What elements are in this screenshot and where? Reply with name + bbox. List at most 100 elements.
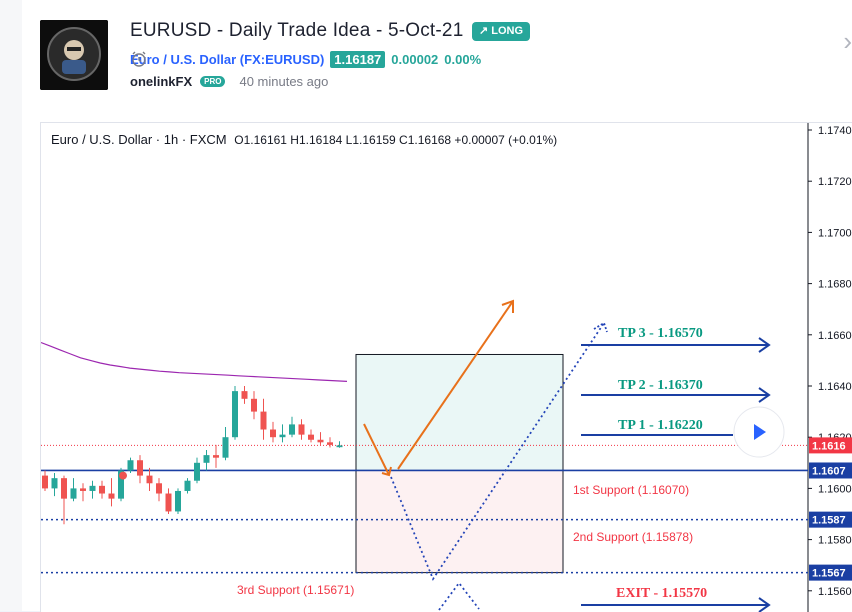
candle (165, 488, 172, 514)
candle (42, 470, 48, 491)
tp3-label: TP 3 - 1.16570 (618, 326, 703, 341)
candle-body (127, 460, 134, 471)
price-tag-label: 1.1567 (812, 568, 846, 580)
candle (156, 478, 162, 502)
candle (203, 450, 210, 471)
candle (251, 391, 257, 420)
loss-zone (355, 469, 564, 574)
candle-body (99, 485, 105, 494)
drawings (119, 299, 608, 611)
tp2-arrow-head (758, 387, 771, 403)
candle (108, 478, 115, 507)
candle-body (146, 475, 153, 484)
projection-path (390, 322, 605, 581)
candle-body (336, 445, 343, 448)
idea-title[interactable]: EURUSD - Daily Trade Idea - 5-Oct-21 (130, 20, 464, 41)
price-tick-label: 1.16800 (818, 279, 852, 291)
price-tag (809, 511, 852, 528)
candle (241, 386, 248, 404)
play-button[interactable] (733, 406, 785, 458)
support1-label: 1st Support (1.16070) (573, 483, 689, 497)
candle-body (222, 437, 229, 458)
candle (317, 432, 324, 445)
legend-exchange: FXCM (189, 132, 227, 147)
support3-label: 3rd Support (1.15671) (237, 583, 354, 597)
chart-canvas[interactable]: TP 3 - 1.16570 TP 2 - 1.16370 TP 1 - 1.162… (41, 123, 852, 612)
posted-time: 40 minutes ago (239, 74, 329, 89)
candle-body (194, 462, 200, 481)
candle (232, 386, 238, 440)
candle-body (61, 478, 67, 499)
price-tick-label: 1.16000 (818, 483, 852, 495)
candle-body (289, 424, 295, 435)
candle (61, 475, 67, 525)
candle-body (42, 475, 48, 489)
arrow-up-right-icon: ↗ (479, 25, 489, 37)
up-arrow-head (501, 299, 514, 313)
support-lines (41, 444, 808, 574)
play-icon (754, 424, 766, 440)
tp1-label: TP 1 - 1.16220 (618, 418, 703, 433)
candle (336, 441, 343, 448)
candle-body (156, 483, 162, 494)
candle-body (118, 470, 124, 499)
price-tag (809, 437, 852, 454)
down-arrow-line (363, 423, 390, 476)
chart-legend: Euro / U.S. Dollar · 1h · FXCM O1.16161 … (51, 132, 558, 147)
avatar-image (40, 20, 108, 90)
candle (298, 419, 305, 440)
candle (222, 426, 229, 461)
candle-body (298, 424, 305, 435)
candle-body (213, 455, 219, 458)
price-change-percent: 0.00% (444, 51, 482, 67)
candle-body (327, 442, 333, 445)
author-name[interactable]: onelinkFX (130, 74, 193, 89)
position-zones (355, 353, 564, 574)
last-price: 1.16187 (330, 50, 386, 68)
profit-zone (355, 353, 564, 471)
candle-body (175, 490, 181, 512)
author-row: onelinkFX PRO 40 minutes ago (130, 74, 328, 89)
price-axis[interactable]: 1.17400 1.17200 1.17000 1.16800 1.16600 1.164… (808, 125, 852, 598)
candle-body (165, 493, 172, 512)
symbol-link[interactable]: Euro / U.S. Dollar (FX:EURUSD) (130, 51, 325, 67)
legend-ohlc: O1.16161 H1.16184 L1.16159 C1.16168 +0.0… (234, 133, 558, 147)
candles (42, 386, 343, 525)
candle (127, 457, 134, 474)
candle-body (51, 478, 58, 489)
pro-badge: PRO (200, 76, 226, 87)
tp2-label: TP 2 - 1.16370 (618, 378, 703, 393)
legend-symbol: Euro / U.S. Dollar (51, 132, 153, 147)
candle-body (270, 429, 276, 438)
chart-frame[interactable]: TP 3 - 1.16570 TP 2 - 1.16370 TP 1 - 1.162… (40, 122, 852, 612)
direction-label: LONG (491, 25, 524, 37)
alarm-clock-icon[interactable] (130, 50, 148, 68)
candle (70, 478, 77, 502)
projection-arrow-head (593, 321, 608, 333)
price-change: 0.00002 (391, 51, 439, 67)
exit-arrow-head (758, 597, 771, 612)
candle-body (279, 434, 286, 438)
candle-body (89, 485, 96, 491)
candle-body (70, 488, 77, 499)
event-marker (119, 471, 127, 480)
moving-average (41, 341, 348, 382)
exit-label: EXIT - 1.15570 (616, 586, 707, 601)
candle (146, 467, 153, 491)
price-tag-label: 1.1587 (812, 515, 846, 527)
chevron-right-icon[interactable]: › (843, 26, 852, 56)
idea-card: EURUSD - Daily Trade Idea - 5-Oct-21 ↗ L… (22, 0, 852, 612)
candle (260, 398, 267, 440)
candle (213, 444, 219, 468)
legend-interval[interactable]: 1h (163, 132, 179, 147)
candle-body (184, 480, 191, 491)
candle (51, 473, 58, 497)
price-tick-label: 1.17200 (818, 176, 852, 188)
idea-header: EURUSD - Daily Trade Idea - 5-Oct-21 ↗ L… (22, 0, 852, 112)
candle (184, 478, 191, 494)
candle-body (317, 439, 324, 443)
price-tag-label: 1.1616 (812, 440, 846, 452)
candle-body (260, 411, 267, 430)
author-avatar[interactable] (40, 20, 108, 90)
down-arrow-head (381, 466, 392, 477)
